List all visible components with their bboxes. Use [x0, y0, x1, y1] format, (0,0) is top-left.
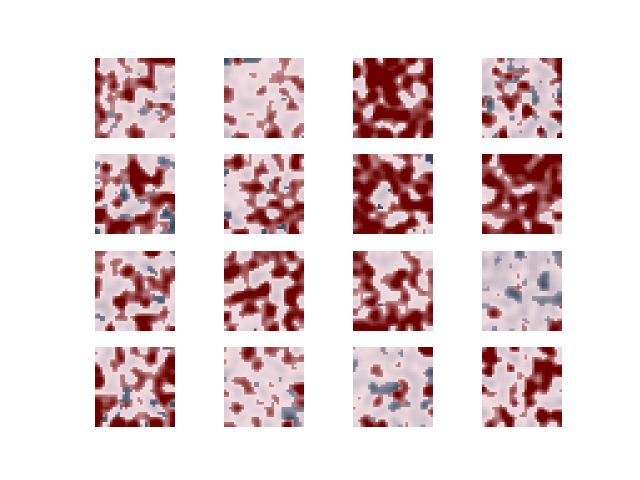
- noise-texture: [95, 58, 175, 138]
- noise-texture: [95, 154, 175, 234]
- noise-texture: [482, 347, 562, 427]
- image-panel-r3-c4: [482, 251, 562, 331]
- image-panel-r4-c3: [353, 347, 433, 427]
- noise-texture: [224, 251, 304, 331]
- noise-texture: [353, 251, 433, 331]
- image-panel-r2-c3: [353, 154, 433, 234]
- image-panel-r1-c3: [353, 58, 433, 138]
- noise-texture: [482, 58, 562, 138]
- noise-texture: [224, 58, 304, 138]
- noise-texture: [353, 154, 433, 234]
- image-panel-r1-c1: [95, 58, 175, 138]
- noise-texture: [353, 58, 433, 138]
- noise-texture: [224, 347, 304, 427]
- noise-texture: [353, 347, 433, 427]
- image-panel-r2-c4: [482, 154, 562, 234]
- noise-texture: [482, 154, 562, 234]
- image-panel-r4-c4: [482, 347, 562, 427]
- noise-texture: [482, 251, 562, 331]
- image-panel-r2-c2: [224, 154, 304, 234]
- image-panel-r1-c4: [482, 58, 562, 138]
- image-panel-r3-c1: [95, 251, 175, 331]
- image-panel-r3-c2: [224, 251, 304, 331]
- image-panel-r4-c2: [224, 347, 304, 427]
- image-panel-r3-c3: [353, 251, 433, 331]
- noise-texture: [95, 347, 175, 427]
- image-panel-r4-c1: [95, 347, 175, 427]
- image-panel-r1-c2: [224, 58, 304, 138]
- noise-texture: [95, 251, 175, 331]
- image-panel-r2-c1: [95, 154, 175, 234]
- noise-texture: [224, 154, 304, 234]
